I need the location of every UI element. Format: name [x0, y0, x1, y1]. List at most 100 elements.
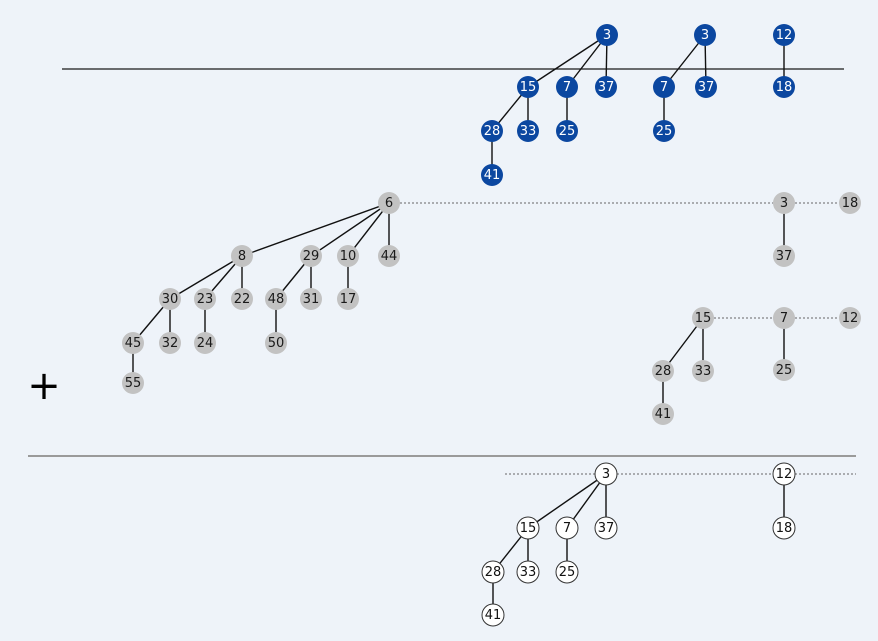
node-value: 6: [385, 196, 393, 211]
blue-tree-node: 41: [481, 164, 503, 186]
node-value: 37: [698, 80, 715, 95]
node-value: 31: [303, 292, 320, 307]
blue-tree-node: 12: [773, 24, 795, 46]
node-circle: [839, 192, 861, 214]
gray-tree-node: 29: [300, 245, 322, 267]
white-tree-node: 18: [772, 516, 796, 540]
gray-tree-node: 23: [194, 288, 216, 310]
node-value: 15: [520, 521, 537, 536]
node-value: 18: [776, 521, 793, 536]
gray-tree-node: 45: [122, 332, 144, 354]
node-value: 33: [520, 565, 537, 580]
white-tree-node: 28: [481, 560, 505, 584]
tree-edge: [663, 34, 706, 88]
node-value: 50: [268, 336, 285, 351]
node-circle: [555, 560, 579, 584]
node-value: 15: [695, 311, 712, 326]
blue-tree-node: 7: [653, 76, 675, 98]
node-value: 37: [776, 249, 793, 264]
node-value: 33: [695, 364, 712, 379]
node-circle: [300, 245, 322, 267]
node-value: 41: [655, 407, 672, 422]
blue-tree-node: 25: [556, 120, 578, 142]
root-list-links: [400, 202, 856, 475]
gray-tree-node: 32: [159, 332, 181, 354]
node-value: 7: [660, 80, 668, 95]
node-value: 30: [162, 292, 179, 307]
node-value: 37: [598, 521, 615, 536]
gray-tree-node: 17: [337, 288, 359, 310]
node-value: 15: [520, 80, 537, 95]
node-circle: [773, 245, 795, 267]
node-value: 28: [485, 565, 502, 580]
node-value: 41: [485, 608, 502, 623]
gray-tree-node: 15: [692, 307, 714, 329]
node-circle: [652, 403, 674, 425]
blue-tree-node: 28: [481, 120, 503, 142]
node-circle: [594, 516, 618, 540]
node-circle: [265, 288, 287, 310]
node-circle: [231, 288, 253, 310]
node-circle: [337, 288, 359, 310]
gray-tree-node: 48: [265, 288, 287, 310]
tree-edge: [347, 202, 390, 257]
node-value: 28: [655, 364, 672, 379]
gray-tree-node: 44: [378, 245, 400, 267]
tree-edge: [169, 255, 243, 300]
gray-tree-node: 33: [692, 360, 714, 382]
blue-tree-node: 25: [653, 120, 675, 142]
gray-tree-node: 7: [773, 307, 795, 329]
blue-tree-node: 3: [596, 24, 618, 46]
node-value: 22: [234, 292, 251, 307]
blue-tree-node: 33: [517, 120, 539, 142]
node-value: 44: [381, 249, 398, 264]
node-value: 18: [776, 80, 793, 95]
gray-tree-node: 6: [378, 192, 400, 214]
node-circle: [692, 307, 714, 329]
node-value: 28: [484, 124, 501, 139]
node-circle: [481, 164, 503, 186]
node-circle: [516, 560, 540, 584]
node-value: 25: [656, 124, 673, 139]
node-circle: [652, 360, 674, 382]
node-circle: [265, 332, 287, 354]
node-value: 3: [701, 28, 709, 43]
node-circle: [695, 76, 717, 98]
node-circle: [556, 76, 578, 98]
tree-edge: [527, 34, 608, 88]
node-value: 7: [780, 311, 788, 326]
node-circle: [772, 516, 796, 540]
node-circle: [773, 192, 795, 214]
node-value: 48: [268, 292, 285, 307]
node-circle: [594, 462, 618, 486]
node-value: 7: [563, 80, 571, 95]
node-circle: [300, 288, 322, 310]
node-circle: [839, 307, 861, 329]
node-value: 55: [125, 376, 142, 391]
node-circle: [122, 332, 144, 354]
node-circle: [773, 24, 795, 46]
gray-tree-node: 55: [122, 372, 144, 394]
node-value: 25: [776, 363, 793, 378]
gray-tree-node: 31: [300, 288, 322, 310]
tree-edge: [662, 317, 704, 372]
tree-edge: [527, 473, 607, 529]
tree-edge: [241, 202, 390, 257]
white-tree-node: 41: [481, 603, 505, 627]
node-value: 12: [776, 467, 793, 482]
node-circle: [773, 76, 795, 98]
node-value: 7: [563, 521, 571, 536]
node-circle: [517, 76, 539, 98]
tree-edge: [310, 202, 390, 257]
gray-tree-node: 30: [159, 288, 181, 310]
node-value: 41: [484, 168, 501, 183]
node-value: 18: [842, 196, 859, 211]
node-value: 3: [602, 467, 610, 482]
node-circle: [517, 120, 539, 142]
node-circle: [555, 516, 579, 540]
node-circle: [556, 120, 578, 142]
node-value: 37: [598, 80, 615, 95]
blue-tree-node: 7: [556, 76, 578, 98]
node-circle: [159, 332, 181, 354]
